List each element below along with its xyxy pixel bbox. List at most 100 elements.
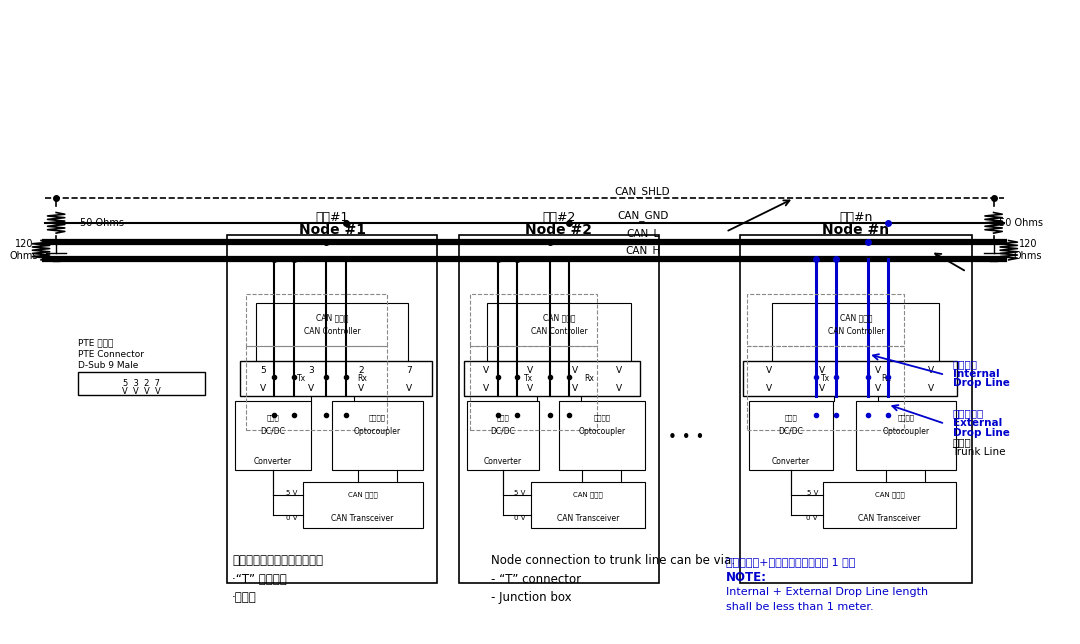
Text: CAN 控制器: CAN 控制器 (839, 313, 873, 322)
Text: 3: 3 (308, 366, 314, 375)
Bar (750, 401, 833, 470)
Text: Tx: Tx (524, 374, 534, 383)
Text: 5 V: 5 V (807, 490, 818, 497)
Text: - Junction box: - Junction box (491, 591, 572, 604)
Text: Rx: Rx (357, 374, 367, 383)
Text: V: V (875, 384, 881, 393)
Bar (823, 482, 956, 528)
Text: Optocoupler: Optocoupler (882, 427, 930, 436)
Bar (256, 303, 408, 390)
Text: DC/DC: DC/DC (490, 427, 515, 436)
Text: V: V (308, 384, 314, 393)
Bar (743, 361, 957, 396)
Text: CAN 收发器: CAN 收发器 (875, 491, 904, 498)
Text: Tx: Tx (297, 374, 307, 383)
Bar (333, 401, 422, 470)
Text: V: V (483, 366, 488, 375)
Text: CAN Controller: CAN Controller (303, 327, 361, 336)
Text: Converter: Converter (484, 457, 522, 466)
Text: V: V (617, 366, 622, 375)
Bar (470, 346, 597, 430)
Text: 5  3  2  7: 5 3 2 7 (123, 379, 160, 388)
Text: 变换器: 变换器 (267, 414, 280, 421)
Text: V: V (572, 366, 579, 375)
Text: Optocoupler: Optocoupler (354, 427, 401, 436)
Bar (487, 303, 631, 390)
Text: 50 Ohms: 50 Ohms (999, 218, 1043, 228)
Bar (772, 303, 940, 390)
Bar (856, 401, 956, 470)
Text: Optocoupler: Optocoupler (578, 427, 625, 436)
Text: 节点#n: 节点#n (839, 211, 873, 223)
Text: NOTE:: NOTE: (726, 571, 767, 584)
Text: Node connection to trunk line can be via:: Node connection to trunk line can be via… (491, 554, 735, 567)
Text: 节点#2: 节点#2 (542, 211, 576, 223)
Text: 120
Ohms: 120 Ohms (1014, 240, 1042, 261)
Text: 0 V: 0 V (286, 515, 297, 522)
Text: Converter: Converter (254, 457, 293, 466)
Text: 光耦合器: 光耦合器 (369, 414, 386, 421)
Text: Trunk Line: Trunk Line (953, 447, 1007, 457)
Text: 变换器: 变换器 (784, 414, 797, 421)
Text: 内部引线: 内部引线 (953, 359, 977, 369)
Bar (747, 294, 904, 346)
Text: 说明：内部+外部引入线长度小于 1 米。: 说明：内部+外部引入线长度小于 1 米。 (726, 556, 855, 567)
Text: V: V (928, 384, 934, 393)
Text: Node #2: Node #2 (525, 223, 593, 237)
Text: D-Sub 9 Male: D-Sub 9 Male (78, 361, 138, 370)
Bar (459, 235, 659, 583)
Bar (464, 361, 640, 396)
Text: Rx: Rx (881, 374, 891, 383)
Text: Internal: Internal (953, 368, 999, 379)
Text: V: V (819, 366, 825, 375)
Text: CAN 收发器: CAN 收发器 (573, 491, 603, 498)
Text: 120
Ohms: 120 Ohms (10, 240, 38, 261)
Text: - “T” connector: - “T” connector (491, 573, 581, 586)
Bar (246, 294, 387, 346)
Text: 2: 2 (359, 366, 364, 375)
Text: CAN_SHLD: CAN_SHLD (615, 186, 671, 196)
Text: shall be less than 1 meter.: shall be less than 1 meter. (726, 601, 874, 612)
Text: Tx: Tx (821, 374, 831, 383)
Bar (78, 372, 205, 395)
Text: 5 V: 5 V (514, 490, 526, 497)
Text: 5 V: 5 V (286, 490, 297, 497)
Text: 外部引入线: 外部引入线 (953, 408, 984, 419)
Bar (235, 401, 311, 470)
Text: CAN_GND: CAN_GND (617, 211, 669, 221)
Text: 节点与主干线的连接可以通过: 节点与主干线的连接可以通过 (232, 554, 323, 567)
Text: CAN 控制器: CAN 控制器 (542, 313, 576, 322)
Text: PTE Connector: PTE Connector (78, 350, 144, 359)
Text: V: V (526, 366, 532, 375)
Bar (246, 346, 387, 430)
Text: CAN_H: CAN_H (625, 245, 660, 256)
Text: CAN 收发器: CAN 收发器 (348, 491, 378, 498)
Text: Rx: Rx (584, 374, 594, 383)
Text: V  V  V  V: V V V V (122, 387, 161, 396)
Text: CAN Controller: CAN Controller (530, 327, 588, 336)
Bar (531, 482, 645, 528)
Text: CAN 控制器: CAN 控制器 (315, 313, 349, 322)
Text: Node #n: Node #n (822, 223, 890, 237)
Text: V: V (766, 366, 772, 375)
Text: 7: 7 (406, 366, 411, 375)
Text: ·分线盒: ·分线盒 (232, 591, 257, 604)
Text: V: V (526, 384, 532, 393)
Bar (467, 401, 539, 470)
Text: 节点#1: 节点#1 (315, 211, 349, 223)
Text: Node #1: Node #1 (298, 223, 366, 237)
Text: V: V (875, 366, 881, 375)
Text: 主干线: 主干线 (953, 437, 971, 448)
Bar (747, 346, 904, 430)
Text: V: V (766, 384, 772, 393)
Text: 0 V: 0 V (514, 515, 526, 522)
Text: V: V (357, 384, 364, 393)
Text: CAN Transceiver: CAN Transceiver (859, 514, 921, 523)
Bar (302, 482, 422, 528)
Text: CAN Transceiver: CAN Transceiver (556, 514, 619, 523)
Text: DC/DC: DC/DC (779, 427, 804, 436)
Text: 50 Ohms: 50 Ohms (80, 218, 124, 228)
Text: CAN Controller: CAN Controller (827, 327, 885, 336)
Text: 光耦合器: 光耦合器 (593, 414, 610, 421)
Text: V: V (617, 384, 622, 393)
